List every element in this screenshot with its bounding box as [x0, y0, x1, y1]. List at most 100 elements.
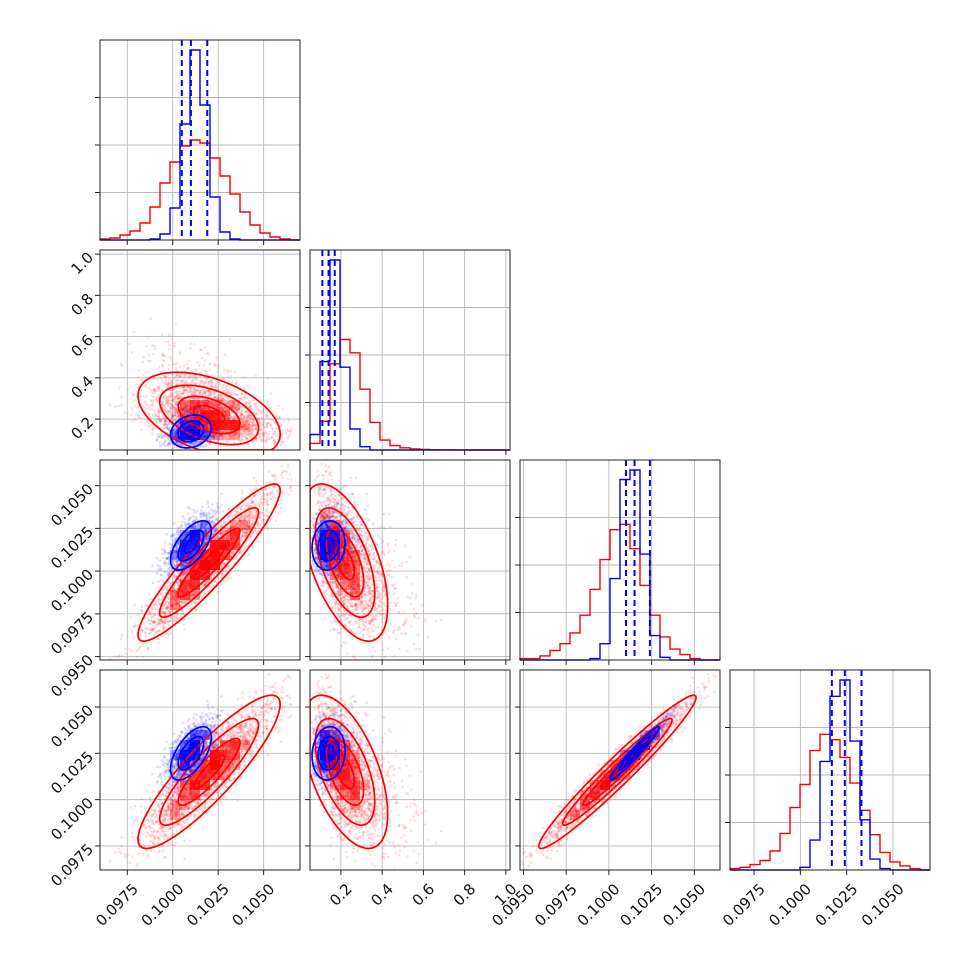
sample-point-red: [182, 364, 186, 368]
sample-point-blue: [187, 409, 191, 412]
sample-point-red: [242, 429, 246, 432]
sample-point-red: [203, 391, 207, 395]
sample-point-red: [183, 409, 187, 412]
sample-point-red: [220, 398, 223, 402]
sample-point-red: [177, 422, 181, 426]
sample-point-red: [167, 413, 171, 417]
sample-point-red: [237, 435, 240, 439]
sample-point-red: [246, 419, 249, 422]
sample-point-red: [244, 421, 248, 425]
sample-point-red: [165, 399, 169, 402]
sample-point-red: [123, 647, 127, 651]
sample-point-red: [172, 345, 176, 348]
sample-point-red: [186, 416, 189, 420]
sample-point-red: [208, 395, 211, 399]
sample-point-red: [197, 397, 200, 400]
sample-point-red: [198, 390, 202, 394]
sample-point-red: [227, 438, 231, 442]
sample-point-red: [175, 411, 178, 415]
sample-point-red: [162, 359, 166, 363]
sample-point-red: [182, 413, 186, 417]
sample-point-red: [211, 400, 215, 404]
sample-point-red: [147, 424, 151, 428]
sample-point-red: [194, 376, 197, 380]
sample-point-red: [191, 601, 195, 605]
sample-point-red: [205, 389, 209, 393]
sample-point-red: [235, 557, 238, 561]
sample-point-red: [170, 393, 174, 396]
sample-point-red: [176, 397, 179, 400]
sample-point-red: [229, 403, 232, 406]
sample-point-red: [254, 404, 257, 407]
sample-point-red: [141, 373, 145, 377]
sample-point-red: [203, 369, 207, 373]
sample-point-red: [241, 435, 244, 438]
sample-point-red: [184, 411, 187, 414]
sample-point-red: [244, 424, 247, 427]
sample-point-red: [172, 388, 175, 391]
sample-point-red: [198, 392, 202, 395]
sample-point-blue: [163, 443, 166, 446]
sample-point-red: [269, 423, 273, 427]
sample-point-red: [285, 428, 289, 432]
sample-point-red: [158, 410, 161, 414]
sample-point-red: [175, 394, 179, 398]
sample-point-red: [242, 425, 245, 429]
sample-point-red: [258, 418, 261, 421]
sample-point-red: [211, 379, 214, 383]
sample-point-red: [243, 425, 247, 429]
sample-point-red: [183, 413, 187, 416]
sample-point-red: [148, 406, 151, 410]
sample-point-red: [256, 407, 260, 411]
sample-point-blue: [202, 445, 206, 448]
sample-point-red: [265, 439, 269, 442]
sample-point-red: [154, 414, 157, 418]
sample-point-red: [252, 433, 256, 436]
sample-point-red: [175, 396, 178, 400]
sample-point-red: [151, 428, 155, 432]
sample-point-red: [216, 590, 220, 594]
sample-point-red: [226, 396, 230, 400]
sample-point-red: [166, 385, 169, 388]
sample-point-red: [202, 364, 206, 367]
sample-point-red: [282, 419, 286, 423]
sample-point-red: [182, 389, 186, 393]
sample-point-red: [169, 392, 173, 395]
sample-point-blue: [195, 442, 199, 446]
sample-point-red: [233, 435, 236, 438]
sample-point-red: [160, 434, 164, 438]
sample-point-red: [194, 382, 197, 386]
sample-point-red: [152, 388, 156, 391]
sample-point-red: [175, 400, 178, 404]
sample-point-red: [287, 419, 291, 422]
sample-point-red: [262, 425, 266, 429]
sample-point-red: [181, 407, 185, 411]
sample-point-blue: [172, 410, 176, 414]
sample-point-red: [200, 379, 204, 383]
sample-point-red: [231, 401, 235, 405]
sample-point-red: [201, 356, 204, 360]
sample-point-red: [151, 402, 154, 406]
sample-point-red: [234, 409, 238, 412]
sample-point-red: [204, 390, 207, 394]
sample-point-red: [254, 374, 257, 377]
sample-point-red: [135, 650, 138, 653]
sample-point-red: [180, 408, 184, 412]
sample-point-red: [243, 544, 246, 548]
sample-point-red: [230, 435, 234, 439]
sample-point-red: [181, 408, 185, 411]
sample-point-blue: [210, 434, 213, 437]
sample-point-red: [178, 397, 181, 401]
sample-point-red: [175, 379, 178, 383]
sample-point-red: [170, 413, 174, 416]
sample-point-red: [152, 395, 156, 399]
sample-point-red: [231, 405, 235, 409]
sample-point-red: [211, 435, 215, 438]
sample-point-red: [218, 404, 221, 408]
sample-point-red: [243, 435, 247, 439]
sample-point-red: [221, 385, 225, 388]
sample-point-red: [271, 474, 275, 478]
sample-point-red: [162, 396, 166, 399]
sample-point-red: [232, 402, 235, 405]
sample-point-red: [187, 409, 190, 413]
